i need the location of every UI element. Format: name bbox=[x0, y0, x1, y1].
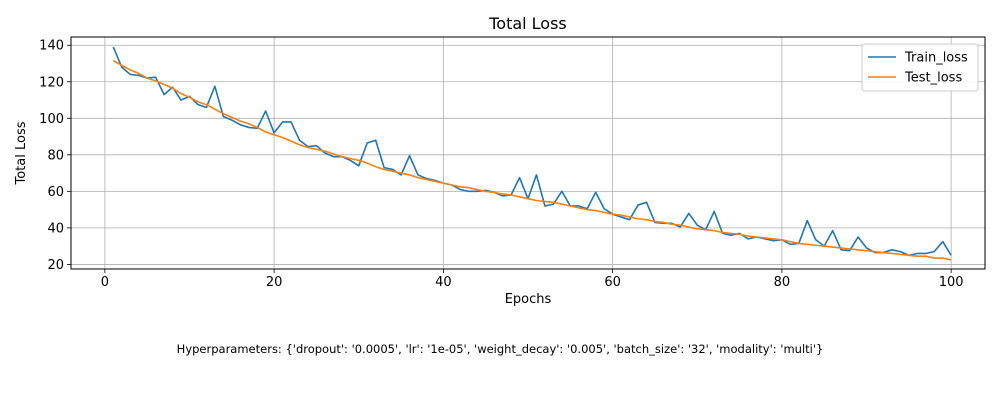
x-tick-label: 40 bbox=[435, 275, 452, 290]
legend-box bbox=[861, 43, 979, 92]
series-lines bbox=[112, 46, 952, 261]
x-tick-label: 100 bbox=[939, 275, 964, 290]
grid-lines bbox=[71, 37, 985, 269]
y-tick-label: 40 bbox=[47, 221, 64, 236]
legend-test-label: Test_loss bbox=[904, 71, 962, 86]
series-line-train-loss bbox=[112, 46, 952, 257]
x-tick-label: 80 bbox=[774, 275, 791, 290]
x-tick-label: 20 bbox=[266, 275, 283, 290]
chart-title: Total Loss bbox=[488, 14, 567, 33]
series-line-test-loss bbox=[112, 60, 952, 261]
hyperparameters-caption: Hyperparameters: {'dropout': '0.0005', '… bbox=[176, 342, 824, 356]
y-tick-label: 140 bbox=[39, 39, 64, 54]
y-tick-label: 60 bbox=[47, 185, 64, 200]
x-axis-ticks: 0 20 40 60 80 100 bbox=[101, 269, 964, 290]
y-tick-label: 20 bbox=[47, 258, 64, 273]
legend: Train_loss Test_loss bbox=[861, 43, 979, 92]
x-axis-label: Epochs bbox=[505, 292, 552, 307]
x-tick-label: 0 bbox=[101, 275, 109, 290]
y-tick-label: 80 bbox=[47, 148, 64, 163]
y-axis-label: Total Loss bbox=[14, 121, 29, 185]
legend-train-label: Train_loss bbox=[904, 51, 968, 66]
y-tick-label: 100 bbox=[39, 112, 64, 127]
y-axis-ticks: 20 40 60 80 100 120 140 bbox=[39, 39, 71, 273]
plot-frame bbox=[70, 36, 986, 270]
x-tick-label: 60 bbox=[604, 275, 621, 290]
y-tick-label: 120 bbox=[39, 75, 64, 90]
